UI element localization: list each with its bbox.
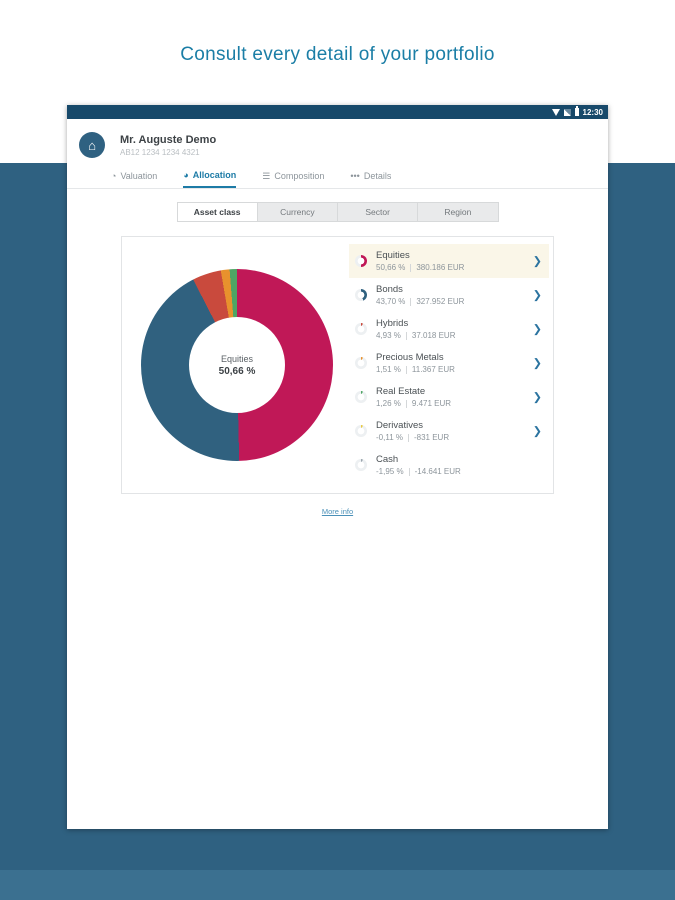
tab-composition[interactable]: ☰ Composition <box>262 170 324 188</box>
tab-bar: ◔ Valuation ◕ Allocation ☰ Composition •… <box>67 158 608 189</box>
asset-pct: 50,66 % <box>376 263 406 272</box>
asset-name: Real Estate <box>376 386 426 397</box>
allocation-icon: ◕ <box>183 170 189 180</box>
asset-pct: 1,26 % <box>376 399 401 408</box>
tab-label: Valuation <box>120 171 158 181</box>
client-name: Mr. Auguste Demo <box>120 133 217 146</box>
tablet-frame: 12:30 ⌂ Mr. Auguste Demo AB12 1234 1234 … <box>67 105 608 829</box>
value-separator <box>405 331 407 340</box>
row-chevron[interactable]: ❯ <box>532 425 542 438</box>
asset-pct: -0,11 % <box>376 433 403 442</box>
home-button[interactable]: ⌂ <box>79 132 105 158</box>
asset-name: Bonds <box>376 284 403 295</box>
tab-allocation[interactable]: ◕ Allocation <box>183 170 237 188</box>
asset-pct: 43,70 % <box>376 297 406 306</box>
app-header: ⌂ Mr. Auguste Demo AB12 1234 1234 4321 <box>67 119 608 158</box>
asset-row-bonds[interactable]: Bonds 43,70 % 327.952 EUR ❯ <box>349 278 549 312</box>
asset-row-hybrids[interactable]: Hybrids 4,93 % 37.018 EUR ❯ <box>349 312 549 346</box>
segment-currency[interactable]: Currency <box>256 203 337 221</box>
legend-glyph <box>355 289 367 301</box>
asset-name: Equities <box>376 250 410 261</box>
tab-details[interactable]: ••• Details <box>350 170 391 188</box>
asset-row-equities[interactable]: Equities 50,66 % 380.186 EUR ❯ <box>349 244 549 278</box>
asset-amount: 11.367 EUR <box>411 365 455 374</box>
status-time: 12:30 <box>582 107 603 117</box>
signal-icon <box>563 108 571 116</box>
asset-name: Hybrids <box>376 318 409 329</box>
asset-amount: 327.952 EUR <box>416 297 465 306</box>
legend-glyph <box>355 357 367 369</box>
bottom-strip <box>0 870 675 900</box>
row-chevron[interactable]: ❯ <box>532 357 542 370</box>
asset-amount: -14.641 EUR <box>414 467 461 476</box>
asset-amount: 380.186 EUR <box>416 263 465 272</box>
composition-icon: ☰ <box>262 170 271 181</box>
home-icon: ⌂ <box>88 137 96 153</box>
legend-glyph <box>355 425 367 437</box>
asset-row-real-estate[interactable]: Real Estate 1,26 % 9.471 EUR ❯ <box>349 380 549 414</box>
row-chevron[interactable]: ❯ <box>532 255 542 268</box>
legend-glyph <box>355 323 367 335</box>
asset-amount: 37.018 EUR <box>411 331 456 340</box>
asset-name: Precious Metals <box>376 352 444 363</box>
page-title: Consult every detail of your portfolio <box>180 44 495 65</box>
tab-label: Allocation <box>192 170 237 180</box>
row-chevron[interactable]: ❯ <box>532 289 542 302</box>
value-separator <box>407 433 409 442</box>
donut-center: Equities 50,66 % <box>189 317 285 413</box>
client-account-number: AB12 1234 1234 4321 <box>120 147 200 157</box>
asset-amount: 9.471 EUR <box>411 399 452 408</box>
asset-pct: 1,51 % <box>376 365 401 374</box>
asset-row-precious-metals[interactable]: Precious Metals 1,51 % 11.367 EUR ❯ <box>349 346 549 380</box>
donut-center-label: Equities <box>220 353 254 364</box>
value-separator <box>405 399 407 408</box>
legend-glyph <box>355 459 367 471</box>
status-bar: 12:30 <box>67 105 608 119</box>
more-info-link[interactable]: More info <box>321 507 354 516</box>
value-separator <box>410 297 412 306</box>
asset-name: Cash <box>376 454 399 465</box>
allocation-panel: Equities 50,66 % Equities 50,66 % 380.18… <box>121 236 554 494</box>
donut-center-value: 50,66 % <box>218 365 256 377</box>
segment-region[interactable]: Region <box>417 203 498 221</box>
row-chevron[interactable]: ❯ <box>532 391 542 404</box>
client-id-block: Mr. Auguste Demo AB12 1234 1234 4321 <box>120 134 216 157</box>
row-chevron[interactable]: ❯ <box>532 323 542 336</box>
legend-glyph <box>355 391 367 403</box>
wifi-icon <box>551 108 560 116</box>
tab-label: Composition <box>274 171 325 181</box>
tab-label: Details <box>363 171 392 181</box>
valuation-icon: ◔ <box>111 171 117 181</box>
segment-sector[interactable]: Sector <box>337 203 418 221</box>
legend-glyph <box>355 255 367 267</box>
details-icon: ••• <box>350 171 360 181</box>
value-separator <box>410 263 412 272</box>
asset-pct: 4,93 % <box>376 331 401 340</box>
asset-name: Derivatives <box>376 420 423 431</box>
asset-amount: -831 EUR <box>413 433 450 442</box>
value-separator <box>408 467 410 476</box>
asset-row-derivatives[interactable]: Derivatives -0,11 % -831 EUR ❯ <box>349 414 549 448</box>
value-separator <box>405 365 407 374</box>
asset-pct: -1,95 % <box>376 467 404 476</box>
view-segmented-control: Asset class Currency Sector Region <box>176 202 499 222</box>
donut-chart-wrap: Equities 50,66 % <box>141 269 333 461</box>
tab-valuation[interactable]: ◔ Valuation <box>111 170 157 188</box>
battery-icon <box>574 106 579 116</box>
asset-row-cash[interactable]: Cash -1,95 % -14.641 EUR ❯ <box>349 448 549 482</box>
asset-list: Equities 50,66 % 380.186 EUR ❯ Bonds <box>349 244 549 482</box>
segment-asset-class[interactable]: Asset class <box>177 203 257 221</box>
